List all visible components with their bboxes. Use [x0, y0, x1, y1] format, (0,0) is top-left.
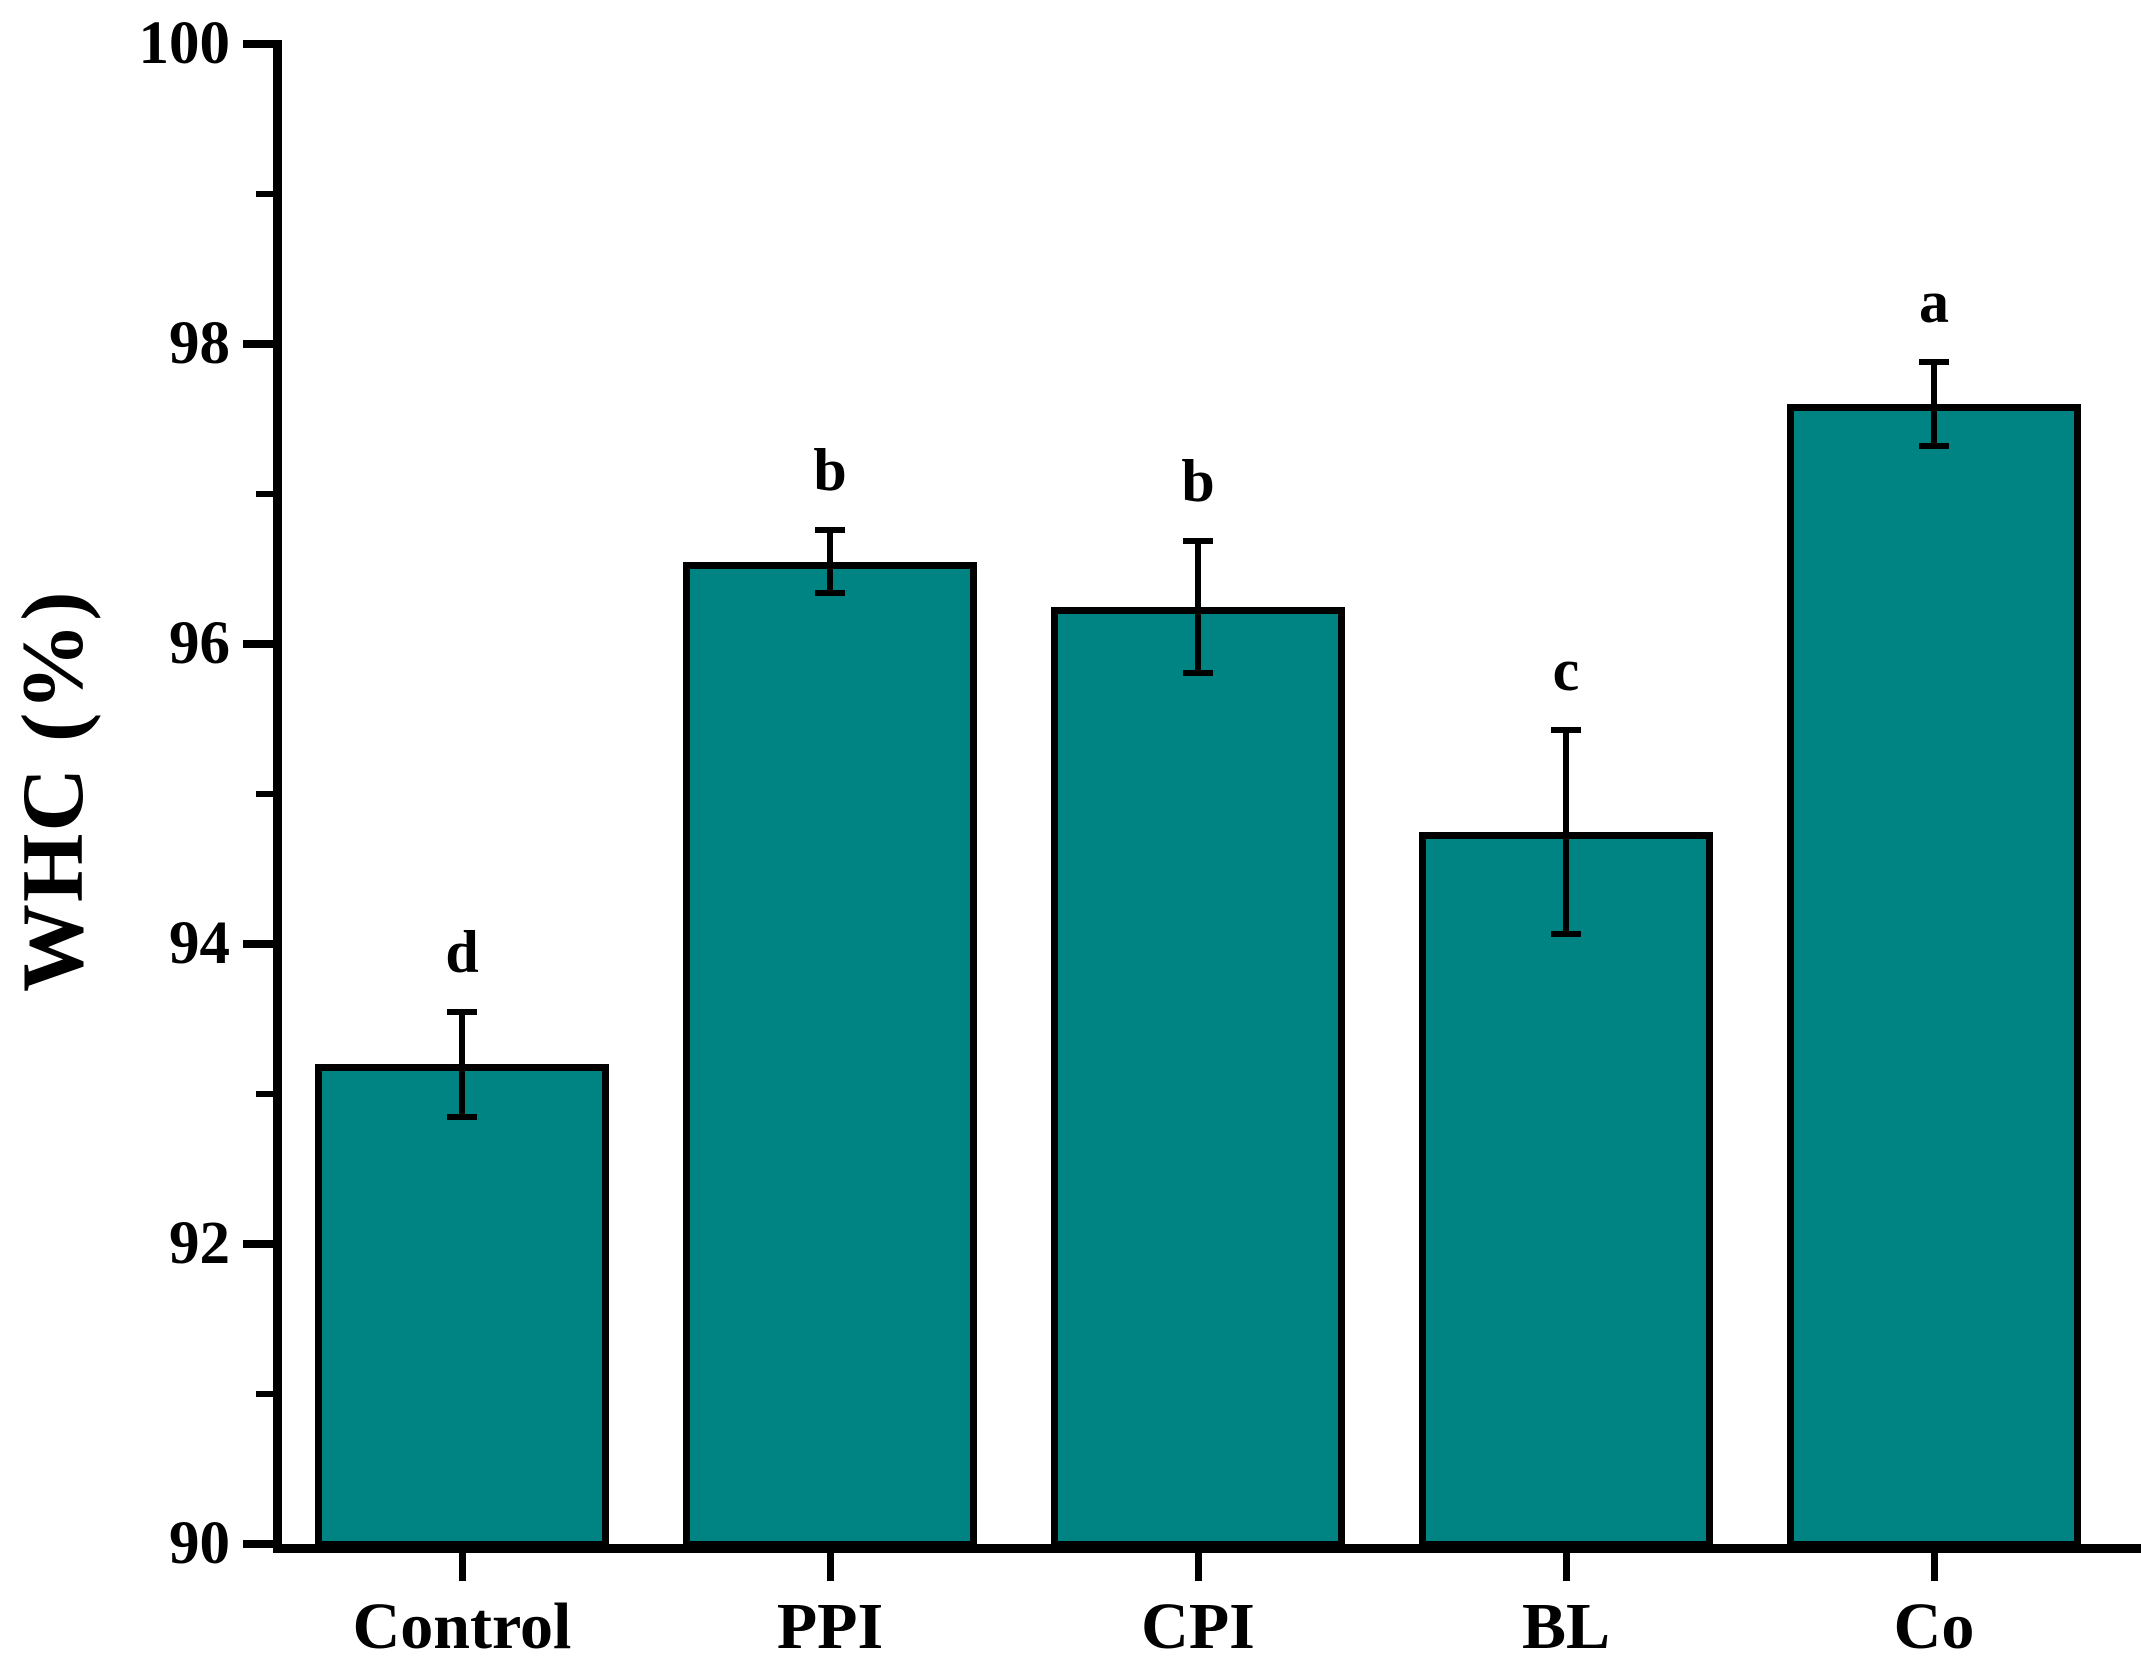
y-tick-label: 94: [169, 910, 230, 977]
y-minor-tick: [256, 191, 273, 197]
significance-letter: b: [1181, 447, 1215, 514]
x-axis-line: [273, 1544, 2141, 1553]
y-major-tick: [243, 40, 273, 48]
bar-bl: [1419, 831, 1713, 1548]
significance-letter: d: [445, 918, 479, 985]
error-bar-line: [459, 1011, 465, 1117]
error-bar-cap-bottom: [815, 590, 845, 596]
error-bar-cap-bottom: [1551, 930, 1581, 937]
x-category-label: Control: [352, 1590, 572, 1663]
y-tick-label: 96: [169, 610, 230, 677]
error-bar-line: [1195, 540, 1201, 673]
y-tick-label: 92: [169, 1210, 230, 1277]
y-minor-tick: [256, 791, 273, 797]
y-major-tick: [243, 640, 273, 648]
y-tick-label: 98: [169, 310, 230, 377]
y-minor-tick: [256, 1091, 273, 1097]
bar-control: [315, 1064, 609, 1548]
y-major-tick: [243, 340, 273, 348]
x-tick: [458, 1553, 466, 1581]
error-bar-cap-bottom: [1183, 669, 1213, 676]
bar-co: [1787, 404, 2081, 1548]
error-bar-line: [1563, 729, 1569, 934]
x-tick: [826, 1553, 834, 1581]
x-tick: [1194, 1553, 1202, 1581]
x-tick: [1930, 1553, 1938, 1581]
significance-letter: b: [813, 437, 847, 503]
bar-cpi: [1051, 606, 1345, 1548]
y-major-tick: [243, 1240, 273, 1248]
error-bar-cap-top: [1183, 537, 1213, 544]
y-axis-line: [273, 40, 282, 1553]
bar-ppi: [683, 561, 977, 1548]
significance-letter: c: [1552, 636, 1580, 703]
y-major-tick: [243, 940, 273, 948]
x-category-label: BL: [1521, 1590, 1611, 1663]
error-bar-cap-top: [1551, 726, 1581, 733]
y-tick-label: 90: [169, 1510, 230, 1577]
y-minor-tick: [256, 491, 273, 497]
error-bar-cap-top: [1919, 359, 1949, 365]
error-bar-line: [1931, 362, 1937, 446]
x-category-label: PPI: [776, 1590, 884, 1663]
x-category-label: Co: [1893, 1590, 1975, 1663]
x-category-label: CPI: [1141, 1590, 1255, 1663]
error-bar-cap-top: [815, 527, 845, 533]
y-minor-tick: [256, 1391, 273, 1397]
error-bar-line: [827, 530, 833, 593]
x-tick: [1562, 1553, 1570, 1581]
error-bar-cap-top: [447, 1008, 477, 1015]
y-major-tick: [243, 1540, 273, 1548]
error-bar-cap-bottom: [1919, 443, 1949, 449]
error-bar-cap-bottom: [447, 1113, 477, 1120]
y-tick-label: 100: [138, 10, 231, 77]
significance-letter: a: [1919, 269, 1949, 335]
